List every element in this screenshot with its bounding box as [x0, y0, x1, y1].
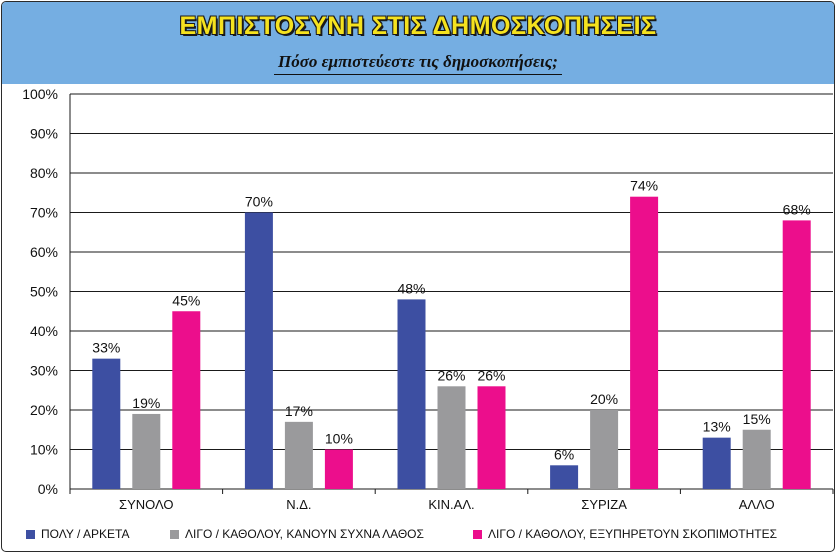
bar: [550, 465, 579, 489]
data-label: 15%: [743, 411, 771, 427]
data-label: 26%: [477, 367, 505, 383]
bar: [132, 413, 161, 489]
y-tick-label: 10%: [30, 442, 58, 458]
bar: [284, 421, 313, 489]
bar: [437, 386, 466, 489]
y-tick-label: 100%: [22, 86, 58, 102]
data-label: 68%: [783, 201, 811, 217]
y-tick-label: 0%: [38, 481, 58, 497]
data-label: 20%: [590, 391, 618, 407]
bar: [92, 358, 121, 489]
legend-item-poly-arketa: ΠΟΛΥ / ΑΡΚΕΤΑ: [26, 527, 130, 541]
y-tick-label: 50%: [30, 284, 58, 300]
data-label: 70%: [245, 194, 273, 210]
bar: [477, 386, 506, 489]
x-category-label: ΚΙΝ.ΑΛ.: [428, 497, 474, 512]
data-label: 33%: [92, 340, 120, 356]
data-label: 6%: [554, 446, 574, 462]
bar: [244, 212, 273, 489]
bar: [702, 437, 731, 489]
legend-swatch-blue: [26, 529, 35, 539]
y-tick-label: 30%: [30, 363, 58, 379]
data-label: 48%: [397, 280, 425, 296]
x-category-label: ΑΛΛΟ: [739, 497, 775, 512]
data-label: 17%: [285, 403, 313, 419]
bar: [172, 311, 201, 489]
y-tick-label: 20%: [30, 402, 58, 418]
chart-title: ΕΜΠΙΣΤΟΣΥΝΗ ΣΤΙΣ ΔΗΜΟΣΚΟΠΗΣΕΙΣ: [179, 12, 657, 40]
legend-label: ΛΙΓΟ / ΚΑΘΟΛΟΥ, ΕΞΥΠΗΡΕΤΟΥΝ ΣΚΟΠΙΜΟΤΗΤΕΣ: [488, 527, 778, 541]
y-tick-label: 80%: [30, 165, 58, 181]
chart-subtitle: Πόσο εμπιστεύεστε τις δημοσκοπήσεις;: [274, 52, 562, 75]
x-category-label: ΣΥΝΟΛΟ: [119, 497, 174, 512]
data-label: 45%: [172, 292, 200, 308]
legend-label: ΠΟΛΥ / ΑΡΚΕΤΑ: [41, 527, 130, 541]
y-tick-label: 90%: [30, 126, 58, 142]
legend-label: ΛΙΓΟ / ΚΑΘΟΛΟΥ, ΚΑΝΟΥΝ ΣΥΧΝΑ ΛΑΘΟΣ: [185, 527, 424, 541]
subtitle-wrapper: Πόσο εμπιστεύεστε τις δημοσκοπήσεις;: [2, 52, 834, 75]
bar: [782, 220, 811, 489]
data-label: 26%: [437, 367, 465, 383]
header-banner: ΕΜΠΙΣΤΟΣΥΝΗ ΣΤΙΣ ΔΗΜΟΣΚΟΠΗΣΕΙΣ Πόσο εμπι…: [2, 2, 834, 84]
data-label: 13%: [703, 419, 731, 435]
legend-item-ligo-skopimotites: ΛΙΓΟ / ΚΑΘΟΛΟΥ, ΕΞΥΠΗΡΕΤΟΥΝ ΣΚΟΠΙΜΟΤΗΤΕΣ: [473, 527, 777, 541]
legend-swatch-gray: [170, 529, 179, 539]
legend-item-ligo-lathos: ΛΙΓΟ / ΚΑΘΟΛΟΥ, ΚΑΝΟΥΝ ΣΥΧΝΑ ΛΑΘΟΣ: [170, 527, 424, 541]
bar: [630, 196, 659, 489]
bar: [324, 449, 353, 489]
data-label: 19%: [132, 395, 160, 411]
y-tick-label: 40%: [30, 323, 58, 339]
data-label: 74%: [630, 178, 658, 194]
bar: [742, 429, 771, 489]
legend-swatch-magenta: [473, 529, 482, 539]
x-category-label: Ν.Δ.: [286, 497, 311, 512]
x-category-label: ΣΥΡΙΖΑ: [581, 497, 627, 512]
data-label: 10%: [325, 431, 353, 447]
y-tick-label: 70%: [30, 205, 58, 221]
bar: [397, 299, 426, 489]
bar: [590, 410, 619, 489]
y-tick-label: 60%: [30, 244, 58, 260]
